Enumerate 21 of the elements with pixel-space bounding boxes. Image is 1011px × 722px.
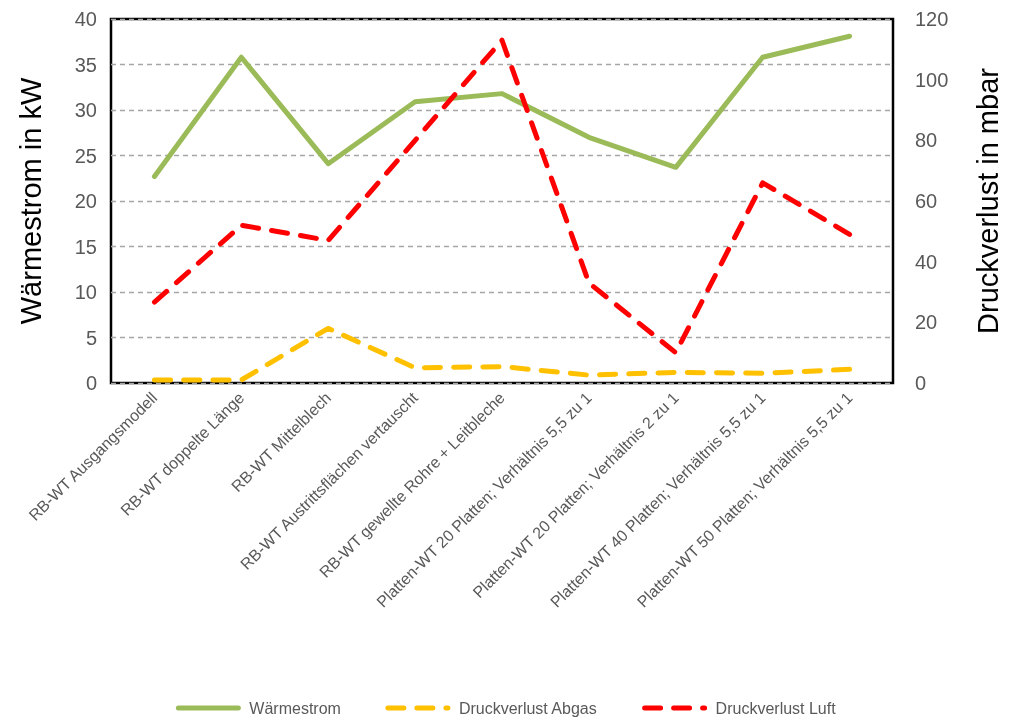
y-tick-label: 15	[74, 235, 97, 258]
legend-label: Wärmestrom	[249, 699, 341, 717]
legend-label: Druckverlust Abgas	[458, 699, 597, 717]
y-tick-label: 20	[74, 190, 97, 212]
y-tick-label: 30	[74, 99, 97, 121]
y2-axis-title: Druckverlust in mbar	[971, 67, 1004, 334]
y-tick-label: 0	[85, 372, 97, 394]
y-tick-label: 35	[74, 53, 97, 76]
y2-tick-label: 60	[915, 190, 938, 212]
y2-tick-label: 40	[915, 250, 938, 273]
y-tick-label: 40	[74, 8, 97, 30]
y2-tick-label: 100	[915, 68, 949, 91]
y-tick-label: 10	[74, 281, 97, 303]
y-tick-label: 25	[74, 144, 97, 167]
y2-tick-label: 80	[915, 129, 938, 152]
y-tick-label: 5	[85, 326, 97, 349]
y2-tick-label: 0	[915, 372, 927, 394]
legend-label: Druckverlust Luft	[715, 699, 837, 717]
y-axis-title: Wärmestrom in kW	[14, 77, 47, 325]
y2-tick-label: 120	[915, 8, 949, 30]
y2-tick-label: 20	[915, 311, 938, 334]
